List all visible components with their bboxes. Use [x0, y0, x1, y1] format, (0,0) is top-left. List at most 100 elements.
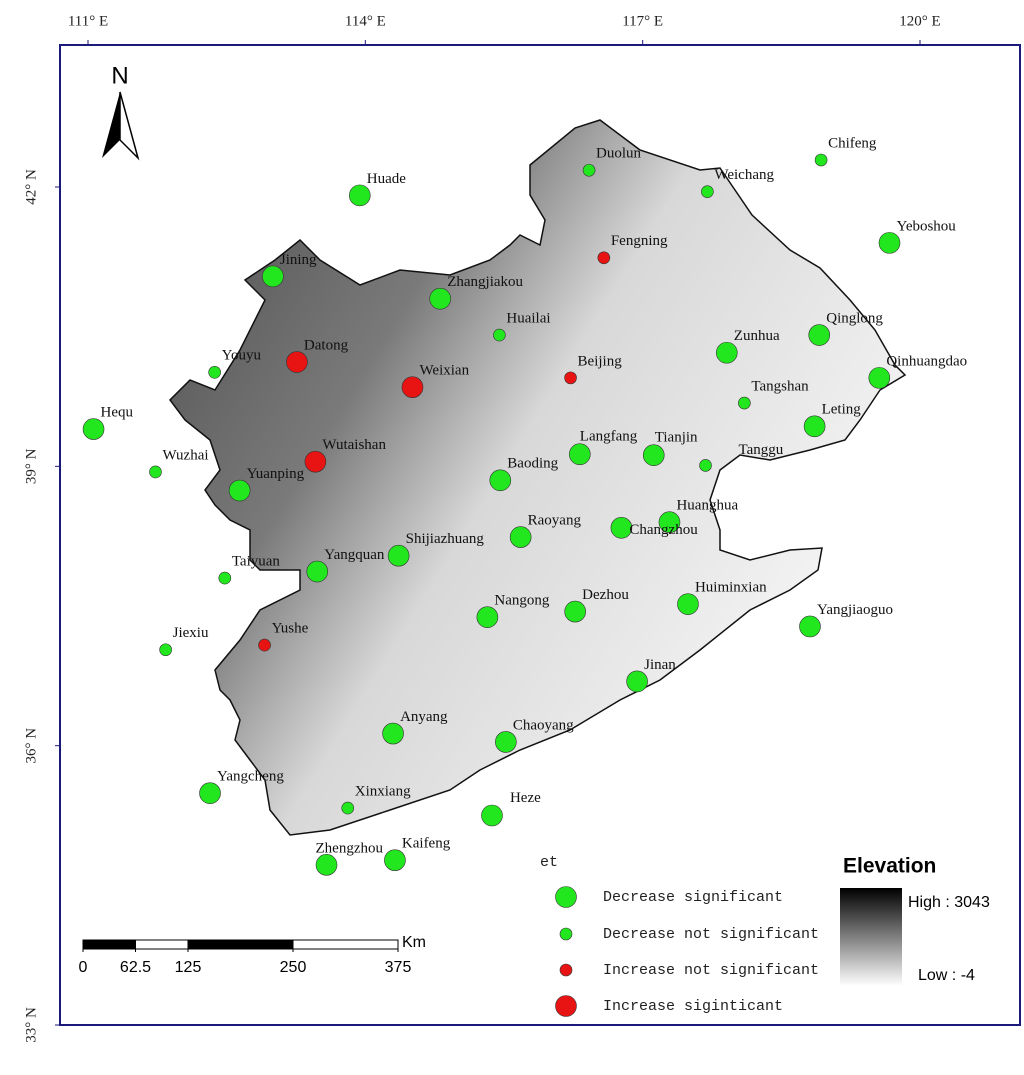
station-label: Weichang	[714, 167, 774, 183]
station-label: Huade	[367, 171, 406, 187]
station-label: Yuanping	[247, 466, 305, 482]
legend-marker	[559, 927, 573, 941]
station-marker	[597, 251, 611, 265]
station-label: Anyang	[400, 709, 448, 725]
station-label: Xinxiang	[355, 783, 411, 799]
station-marker	[208, 365, 221, 379]
station-marker	[199, 782, 221, 804]
station-label: Yushe	[272, 621, 309, 637]
elevation-low: Low : -4	[918, 967, 975, 984]
y-tick-label: 39° N	[23, 448, 39, 484]
scale-segment	[135, 939, 189, 950]
station-marker	[803, 415, 826, 438]
station-label: Zunhua	[734, 328, 780, 344]
legend-marker	[559, 963, 573, 977]
station-marker	[610, 516, 633, 539]
station-marker	[306, 560, 329, 583]
y-tick-label: 42° N	[23, 169, 39, 205]
station-label: Kaifeng	[402, 836, 451, 852]
station-marker	[262, 265, 284, 288]
station-label: Huanghua	[676, 498, 738, 514]
station-label: Langfang	[580, 429, 638, 445]
station-label: Jining	[280, 252, 317, 268]
scale-segment	[292, 939, 399, 950]
scale-label: 62.5	[120, 959, 151, 976]
station-marker	[699, 459, 712, 472]
station-marker	[387, 544, 410, 567]
station-label: Yeboshou	[896, 218, 956, 234]
legend-label: Increase not significant	[603, 962, 819, 979]
station-label: Dezhou	[582, 587, 629, 603]
station-marker	[218, 571, 232, 585]
station-marker	[489, 469, 512, 492]
x-tick-label: 117° E	[622, 13, 663, 29]
station-label: Weixian	[419, 363, 469, 379]
station-marker	[429, 287, 452, 310]
station-label: Qinglong	[826, 310, 883, 326]
scale-label: 375	[385, 959, 412, 976]
station-label: Tanggu	[739, 442, 784, 458]
station-marker	[304, 450, 327, 473]
legend-marker	[555, 886, 577, 908]
station-label: Qinhuangdao	[886, 353, 967, 369]
x-tick-label: 120° E	[899, 13, 940, 29]
station-marker	[878, 232, 901, 254]
station-marker	[493, 328, 506, 342]
station-marker	[341, 801, 355, 815]
legend-marker	[555, 995, 577, 1017]
station-marker	[82, 418, 105, 440]
station-marker	[868, 367, 891, 389]
scale-label: 125	[175, 959, 202, 976]
elevation-high: High : 3043	[908, 894, 990, 911]
station-marker	[159, 643, 172, 657]
station-marker	[384, 849, 406, 871]
scale-segment	[82, 939, 136, 950]
station-label: Tianjin	[655, 430, 698, 446]
elevation-legend: Elevation High : 3043 Low : -4	[840, 855, 990, 986]
station-marker	[348, 184, 371, 207]
station-marker	[382, 722, 404, 745]
station-label: Jiexiu	[173, 625, 209, 641]
station-marker	[509, 526, 532, 548]
station-label: Yangcheng	[217, 769, 284, 785]
station-marker	[149, 465, 162, 479]
station-label: Huiminxian	[695, 580, 767, 596]
station-label: Nangong	[494, 593, 549, 609]
station-label: Shijiazhuang	[406, 531, 485, 547]
station-label: Raoyang	[528, 513, 582, 529]
region	[169, 119, 907, 836]
legend-label: Increase siginticant	[603, 998, 783, 1015]
station-label: Taiyuan	[232, 554, 281, 570]
station-label: Huailai	[506, 310, 550, 326]
station-label: Hequ	[101, 405, 134, 421]
station-marker	[286, 351, 308, 373]
station-label: Wuzhai	[162, 447, 208, 463]
x-tick-label: 111° E	[68, 13, 108, 29]
station-marker	[799, 615, 821, 638]
elevation-title: Elevation	[843, 855, 936, 878]
scale-segment	[187, 939, 294, 950]
north-arrow: N	[102, 62, 140, 161]
station-label: Baoding	[507, 456, 558, 472]
station-label: Fengning	[611, 233, 668, 249]
scale-label: 0	[79, 959, 88, 976]
station-label: Duolun	[596, 146, 642, 162]
station-marker	[258, 638, 271, 652]
north-label: N	[111, 62, 128, 89]
legend-label: Decrease not significant	[603, 926, 819, 943]
station-marker	[701, 185, 714, 198]
station-label: Chifeng	[828, 135, 877, 151]
station-label: Beijing	[578, 353, 623, 369]
station-label: Youyu	[222, 348, 262, 364]
y-tick-label: 33° N	[23, 1007, 39, 1043]
station-marker	[564, 600, 586, 623]
station-marker	[228, 479, 251, 502]
station-marker	[642, 444, 665, 466]
scale-label: 250	[280, 959, 307, 976]
station-label: Yangquan	[324, 547, 385, 563]
station-marker	[481, 804, 503, 827]
scale-unit: Km	[402, 934, 426, 951]
station-label: Datong	[304, 337, 349, 353]
station-marker	[476, 606, 499, 628]
